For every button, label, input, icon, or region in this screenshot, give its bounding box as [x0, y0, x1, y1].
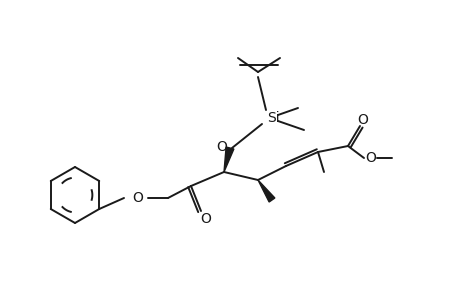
Polygon shape	[257, 180, 274, 202]
Text: O: O	[200, 212, 211, 226]
Text: O: O	[357, 113, 368, 127]
Text: O: O	[216, 140, 227, 154]
Polygon shape	[224, 147, 233, 172]
Text: O: O	[132, 191, 143, 205]
Text: O: O	[365, 151, 375, 165]
Text: Si: Si	[266, 111, 279, 125]
